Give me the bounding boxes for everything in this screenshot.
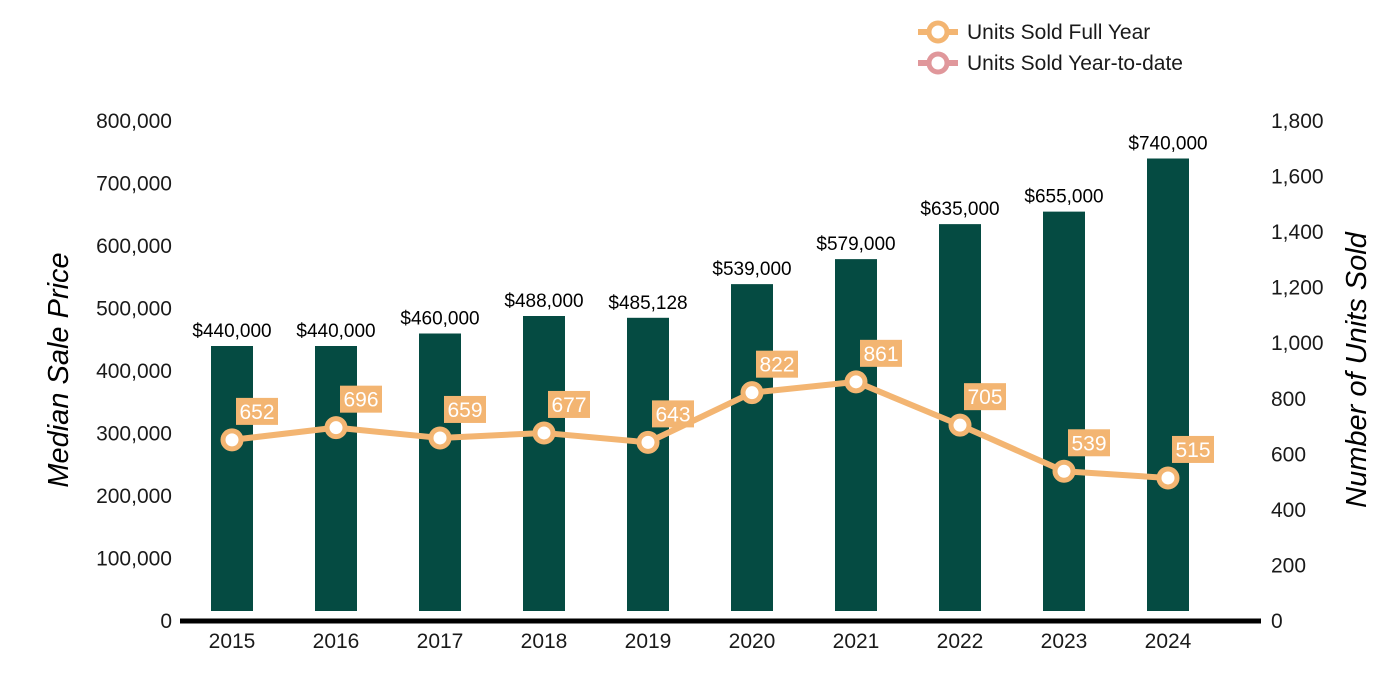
bar-value-labels: $440,000 $440,000 $460,000 $488,000 $485,128…: [192, 134, 1207, 343]
units-value-label: 861: [863, 343, 898, 366]
units-point-2015: [220, 428, 244, 452]
x-tick-label: 2017: [417, 630, 464, 653]
x-tick-label: 2018: [521, 630, 568, 653]
y-tick-label: 300,000: [96, 423, 172, 446]
bar-value-label: $539,000: [712, 259, 791, 280]
legend-point-marker: [926, 51, 950, 75]
bar-value-label: $440,000: [192, 321, 271, 342]
x-axis-ticks: 2015 2016 2017 2018 2019 2020 2021 2022 2023 2024: [209, 630, 1192, 653]
y-tick-label: 700,000: [96, 173, 172, 196]
line-value-labels: 652 696 659 677 643 822 861 705 539 515: [236, 339, 1214, 463]
y-axis-title: Median Sale Price: [43, 252, 75, 487]
y-tick-label: 500,000: [96, 298, 172, 321]
y2-tick-label: 800: [1271, 388, 1306, 411]
units-sold-line: [231, 378, 1169, 481]
line-layer: [220, 370, 1180, 490]
bar-2024: [1147, 158, 1189, 611]
x-tick-label: 2020: [729, 630, 776, 653]
right-axis-ticks: 0 200 400 600 800 1,000 1,200 1,400 1,600 1,800: [1271, 110, 1324, 633]
units-value-label: 652: [239, 401, 274, 424]
units-value-label: 643: [655, 403, 690, 426]
units-value-label: 705: [967, 386, 1002, 409]
y2-tick-label: 1,400: [1271, 221, 1324, 244]
units-point-2022: [948, 413, 972, 437]
bar-2018: [523, 316, 565, 611]
units-point-2016: [324, 416, 348, 440]
y-tick-label: 200,000: [96, 485, 172, 508]
bars-layer: [211, 158, 1189, 611]
y2-tick-label: 400: [1271, 499, 1306, 522]
bar-2017: [419, 333, 461, 611]
units-value-label: 659: [447, 399, 482, 422]
units-point-2019: [636, 430, 660, 454]
units-value-label: 822: [759, 354, 794, 377]
units-label-box: [340, 385, 382, 413]
y2-tick-label: 1,200: [1271, 277, 1324, 300]
bar-value-label: $740,000: [1128, 134, 1207, 155]
x-tick-label: 2023: [1041, 630, 1088, 653]
units-label-box: [756, 350, 798, 378]
units-label-box: [964, 383, 1006, 411]
units-label-box: [444, 395, 486, 423]
bar-value-label: $579,000: [816, 234, 895, 255]
y2-tick-label: 600: [1271, 443, 1306, 466]
x-tick-label: 2016: [313, 630, 360, 653]
x-tick-label: 2021: [833, 630, 880, 653]
units-label-box: [1068, 429, 1110, 457]
units-point-2023: [1052, 459, 1076, 483]
bar-2015: [211, 346, 253, 611]
units-label-box: [1172, 435, 1214, 463]
units-point-2018: [532, 421, 556, 445]
x-tick-label: 2019: [625, 630, 672, 653]
x-tick-label: 2022: [937, 630, 984, 653]
bar-value-label: $655,000: [1024, 187, 1103, 208]
y-tick-label: 800,000: [96, 110, 172, 133]
left-axis-ticks: 0 100,000 200,000 300,000 400,000 500,000 600,…: [96, 110, 172, 633]
y-tick-label: 600,000: [96, 235, 172, 258]
units-label-box: [236, 397, 278, 425]
bar-value-label: $460,000: [400, 309, 479, 330]
y-tick-label: 0: [160, 610, 172, 633]
y-tick-label: 400,000: [96, 360, 172, 383]
y2-tick-label: 1,000: [1271, 332, 1324, 355]
bar-2019: [627, 317, 669, 611]
units-value-label: 515: [1175, 439, 1210, 462]
legend-point-marker: [926, 20, 950, 44]
y-tick-label: 100,000: [96, 548, 172, 571]
bar-value-label: $440,000: [296, 321, 375, 342]
units-label-box: [652, 400, 694, 428]
x-tick-label: 2024: [1145, 630, 1192, 653]
legend: Units Sold Full Year Units Sold Year-to-d…: [918, 20, 1183, 75]
bar-value-label: $488,000: [504, 291, 583, 312]
bar-value-label: $635,000: [920, 199, 999, 220]
bar-2020: [731, 284, 773, 611]
bar-value-label: $485,128: [608, 293, 687, 314]
units-point-2021: [844, 370, 868, 394]
bar-2023: [1043, 211, 1085, 611]
units-label-box: [860, 339, 902, 367]
x-tick-label: 2015: [209, 630, 256, 653]
units-point-2024: [1156, 466, 1180, 490]
y2-tick-label: 200: [1271, 554, 1306, 577]
y2-axis-title: Number of Units Sold: [1341, 231, 1373, 507]
legend-label: Units Sold Year-to-date: [967, 52, 1183, 75]
y2-tick-label: 1,800: [1271, 110, 1324, 133]
y2-tick-label: 0: [1271, 610, 1283, 633]
units-point-2020: [740, 381, 764, 405]
units-value-label: 677: [551, 394, 586, 417]
units-point-2017: [428, 426, 452, 450]
legend-label: Units Sold Full Year: [967, 21, 1150, 44]
units-label-box: [548, 390, 590, 418]
units-value-label: 696: [343, 389, 378, 412]
units-value-label: 539: [1071, 432, 1106, 455]
bar-2021: [835, 259, 877, 611]
y2-tick-label: 1,600: [1271, 166, 1324, 189]
